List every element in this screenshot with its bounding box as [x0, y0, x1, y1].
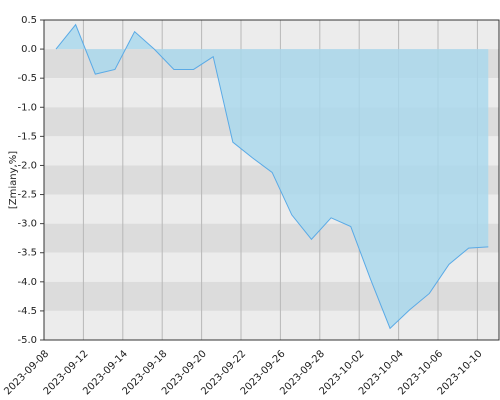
y-tick-label: 0.0 [21, 44, 37, 55]
y-tick-label: -0.5 [17, 73, 37, 84]
area [56, 24, 489, 329]
y-tick-label: -2.5 [17, 190, 37, 201]
y-axis-label: [Zmiany,%] [8, 151, 19, 209]
y-tick-label: -2.0 [17, 160, 37, 171]
grid-band [44, 20, 499, 50]
y-tick-label: -3.0 [17, 219, 37, 230]
y-tick-label: -5.0 [17, 335, 37, 346]
plot-frame [43, 19, 500, 341]
y-tick-label: -4.0 [17, 277, 37, 288]
y-tick-label: -4.5 [17, 306, 37, 317]
line [55, 23, 489, 330]
y-tick-label: -3.5 [17, 248, 37, 259]
y-tick-label: 0.5 [21, 15, 37, 26]
grid-band [44, 310, 499, 340]
y-tick-label: -1.0 [17, 102, 37, 113]
y-tick-label: -1.5 [17, 131, 37, 142]
